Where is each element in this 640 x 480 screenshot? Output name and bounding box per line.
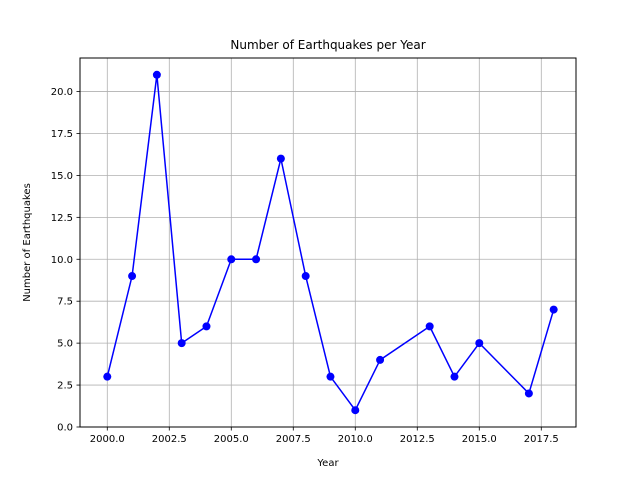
data-point [252,255,261,264]
grid-lines [80,58,576,428]
data-point [376,355,385,364]
data-point [152,70,161,79]
x-tick-label: 2017.5 [524,434,559,445]
x-tick-label: 2010.0 [338,434,373,445]
data-point [351,406,360,415]
data-point [103,372,112,381]
data-point [177,339,186,348]
data-point [524,389,533,398]
data-point [227,255,236,264]
x-tick-label: 2000.0 [90,434,125,445]
plot-area-frame [79,57,577,428]
data-point [301,272,310,281]
data-point [549,305,558,314]
x-tick-label: 2012.5 [400,434,435,445]
y-tick-label: 0.0 [57,423,73,434]
x-axis-label: Year [316,458,339,469]
chart-title: Number of Earthquakes per Year [230,38,425,52]
data-point [276,154,285,163]
y-tick-label: 5.0 [57,339,73,350]
x-axis-ticks: 2000.0 2002.5 2005.0 2007.5 2010.0 2012.5 2015… [90,427,559,445]
data-point [450,372,459,381]
x-tick-label: 2005.0 [214,434,249,445]
y-tick-label: 12.5 [51,213,73,224]
y-tick-label: 17.5 [51,129,73,140]
data-point [128,272,137,281]
data-point [326,372,335,381]
data-point [202,322,211,331]
y-tick-label: 15.0 [51,171,73,182]
y-tick-label: 7.5 [57,297,73,308]
y-tick-label: 2.5 [57,381,73,392]
y-tick-label: 20.0 [51,87,73,98]
data-point [425,322,434,331]
x-tick-label: 2015.0 [462,434,497,445]
x-tick-label: 2007.5 [276,434,311,445]
x-tick-label: 2002.5 [152,434,187,445]
data-point [475,339,484,348]
y-axis-ticks: 0.0 2.5 5.0 7.5 10.0 12.5 15.0 17.5 20.0 [51,87,80,434]
data-series [103,70,558,415]
y-axis-label: Number of Earthquakes [22,183,33,302]
y-tick-label: 10.0 [51,255,73,266]
